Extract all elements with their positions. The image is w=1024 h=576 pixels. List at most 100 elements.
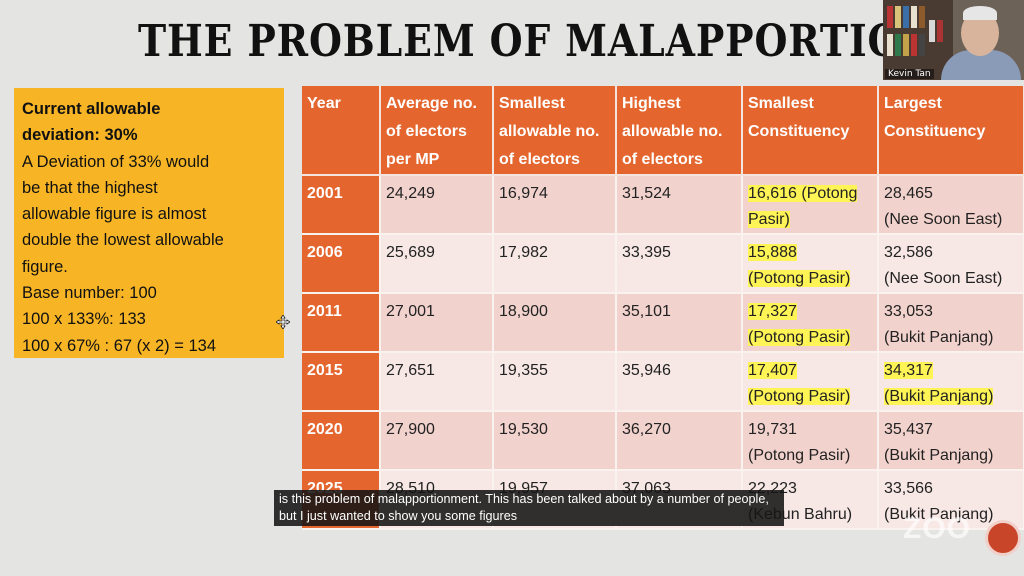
note-line: deviation: 30% [22,126,138,145]
note-line: 100 x 67% : 67 (x 2) = 134 [22,336,216,355]
year-cell: 2006 [302,234,381,294]
largest-constituency-cell-line: (Bukit Panjang) [884,447,994,464]
note-line: Current allowable [22,100,161,118]
smallest-constituency-cell-line: 16,616 (Potong [748,185,858,202]
table-header-row: Year Average no. of electors per MP Smallest… [302,86,1024,176]
smallest-allowable-cell: 18,900 [493,293,617,353]
smallest-constituency-cell: 15,888 (Potong Pasir) [742,234,879,294]
largest-constituency-cell: 32,586 (Nee Soon East) [878,234,1024,294]
largest-constituency-cell-line: 35,437 [884,421,933,438]
smallest-constituency-cell-line: (Potong Pasir) [748,329,851,346]
column-header-line: per MP [386,151,440,168]
column-header: Largest Constituency [878,86,1024,176]
largest-constituency-cell: 33,566 (Bukit Panjang) [878,470,1024,530]
smallest-constituency-cell-line: (Potong Pasir) [748,447,851,464]
smallest-constituency-cell-line: 17,407 [748,362,797,379]
average-electors-cell: 25,689 [380,234,494,294]
column-header: Year [302,86,381,176]
largest-constituency-cell: 35,437 (Bukit Panjang) [878,411,1024,471]
largest-constituency-cell-line: 33,053 [884,303,933,320]
table-row: 2011 27,001 18,900 35,101 17,327 (Potong Pasi… [302,293,1024,353]
participant-name: Kevin Tan [885,69,934,79]
highest-allowable-cell: 36,270 [616,411,743,471]
column-header-line: Largest [884,95,942,112]
largest-constituency-cell-line: (Bukit Panjang) [884,506,994,523]
smallest-constituency-cell-line: 19,731 [748,421,797,438]
smallest-constituency-cell-line: 17,327 [748,303,797,320]
column-header-line: Constituency [884,123,986,140]
year-cell: 2015 [302,352,381,412]
largest-constituency-cell: 34,317 (Bukit Panjang) [878,352,1024,412]
smallest-allowable-cell: 19,355 [493,352,617,412]
highest-allowable-cell: 35,946 [616,352,743,412]
smallest-constituency-cell-line: 15,888 [748,244,797,261]
largest-constituency-cell-line: (Bukit Panjang) [884,388,994,405]
average-electors-cell: 27,900 [380,411,494,471]
smallest-allowable-cell: 19,530 [493,411,617,471]
smallest-constituency-cell-line: Pasir) [748,211,790,228]
column-header-line: Highest [622,95,681,112]
note-line: 100 x 133%: 133 [22,310,146,329]
smallest-constituency-cell: 19,731 (Potong Pasir) [742,411,879,471]
column-header-line: allowable no. [622,123,723,140]
column-header: Average no. of electors per MP [380,86,494,176]
largest-constituency-cell-line: (Nee Soon East) [884,270,1003,287]
column-header: Highest allowable no. of electors [616,86,743,176]
column-header-line: Smallest [499,95,565,112]
column-header-line: of electors [622,151,703,168]
largest-constituency-cell: 33,053 (Bukit Panjang) [878,293,1024,353]
note-line: Base number: 100 [22,284,157,303]
column-header-line: of electors [499,151,580,168]
live-caption: is this problem of malapportionment. Thi… [274,490,784,526]
participant-hair [963,6,997,20]
table-row: 2015 27,651 19,355 35,946 17,407 (Potong Pasi… [302,352,1024,412]
average-electors-cell: 27,001 [380,293,494,353]
bookshelf-background [883,0,953,80]
year-cell: 2011 [302,293,381,353]
largest-constituency-cell-line: 28,465 [884,185,933,202]
year-cell: 2001 [302,175,381,235]
column-header-line: Average no. [386,95,477,112]
smallest-allowable-cell: 17,982 [493,234,617,294]
slide-title: THE PROBLEM OF MALAPPORTIONMEN [138,16,1024,67]
column-header: Smallest Constituency [742,86,879,176]
largest-constituency-cell-line: 32,586 [884,244,933,261]
year-cell: 2020 [302,411,381,471]
table-row: 2006 25,689 17,982 33,395 15,888 (Potong Pasi… [302,234,1024,294]
largest-constituency-cell-line: 33,566 [884,480,933,497]
column-header-line: Year [307,95,341,112]
highest-allowable-cell: 35,101 [616,293,743,353]
average-electors-cell: 24,249 [380,175,494,235]
largest-constituency-cell-line: (Bukit Panjang) [884,329,994,346]
smallest-constituency-cell-line: (Potong Pasir) [748,270,851,287]
table-body: 2001 24,249 16,974 31,524 16,616 (Potong Pasi… [302,175,1024,530]
largest-constituency-cell: 28,465 (Nee Soon East) [878,175,1024,235]
column-header: Smallest allowable no. of electors [493,86,617,176]
mouse-cursor-icon [276,315,290,329]
largest-constituency-cell-line: (Nee Soon East) [884,211,1003,228]
zoom-watermark: ZOO [903,512,971,545]
smallest-allowable-cell: 16,974 [493,175,617,235]
average-electors-cell: 27,651 [380,352,494,412]
malapportionment-table: Year Average no. of electors per MP Smallest… [302,86,1024,530]
note-line: A Deviation of 33% would [22,152,210,171]
participant-video-tile[interactable]: Kevin Tan [883,0,1024,80]
note-line: allowable figure is almost [22,205,207,224]
column-header-line: of electors [386,123,467,140]
note-line: be that the highest [22,178,158,197]
highest-allowable-cell: 31,524 [616,175,743,235]
smallest-constituency-cell-line: (Potong Pasir) [748,388,851,405]
deviation-note-box: Current allowable deviation: 30% A Deviati… [14,88,284,358]
largest-constituency-cell-line: 34,317 [884,362,933,379]
highest-allowable-cell: 33,395 [616,234,743,294]
column-header-line: Constituency [748,123,850,140]
note-line: figure. [22,257,68,276]
note-line: double the lowest allowable [22,231,224,250]
table-row: 2020 27,900 19,530 36,270 19,731 (Potong Pasi… [302,411,1024,471]
smallest-constituency-cell: 17,407 (Potong Pasir) [742,352,879,412]
table-row: 2001 24,249 16,974 31,524 16,616 (Potong Pasi… [302,175,1024,235]
column-header-line: Smallest [748,95,814,112]
record-button-icon[interactable] [985,520,1021,556]
column-header-line: allowable no. [499,123,600,140]
smallest-constituency-cell: 16,616 (Potong Pasir) [742,175,879,235]
